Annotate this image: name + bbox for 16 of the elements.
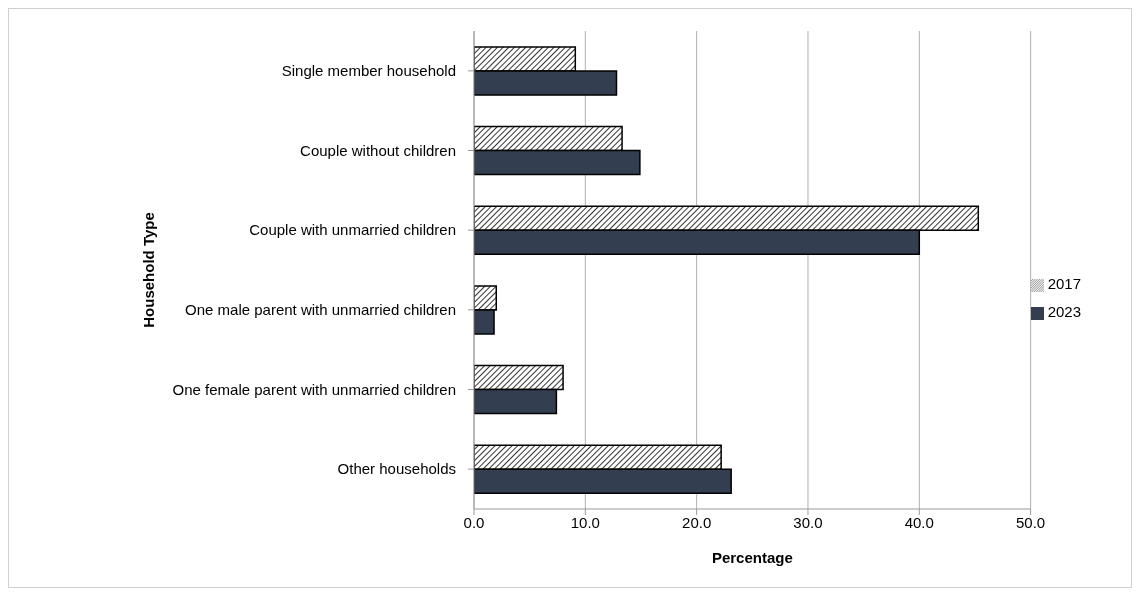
x-axis-title: Percentage (711, 549, 793, 566)
y-tick-label: Couple with unmarried children (249, 221, 456, 239)
y-axis-title: Household Type (140, 212, 158, 328)
y-tick-label: Couple without children (300, 141, 456, 159)
x-tick-label: 30.0 (793, 513, 823, 531)
legend-label: 2023 (1047, 303, 1081, 320)
x-tick-label: 0.0 (463, 513, 485, 531)
y-tick-label: Single member household (281, 62, 456, 80)
x-tick-label: 10.0 (570, 513, 600, 531)
x-tick-label: 40.0 (904, 513, 934, 531)
y-tick-label: One male parent with unmarried children (185, 301, 456, 319)
y-tick-label: Other households (337, 460, 456, 478)
x-tick-label: 50.0 (1016, 513, 1046, 531)
y-tick-label: One female parent with unmarried children (172, 380, 456, 398)
legend-label: 2017 (1047, 275, 1081, 292)
x-tick-label: 20.0 (682, 513, 712, 531)
